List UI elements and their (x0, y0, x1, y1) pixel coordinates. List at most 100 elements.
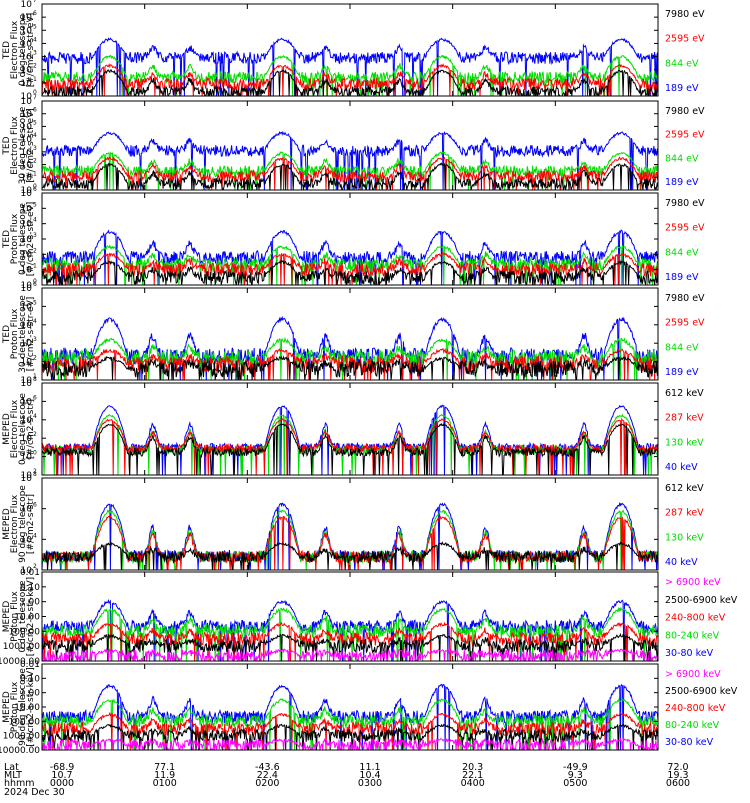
series-line-130-kev (42, 413, 658, 475)
y-tick-exponent: 3 (33, 336, 37, 343)
y-tick-label: 100.00 (9, 627, 41, 637)
legend-entry: 612 keV (665, 388, 704, 399)
x-tick-label-mlt: 19.3 (667, 770, 688, 781)
y-tick-exponent: 5 (33, 201, 37, 208)
y-tick-exponent: 2 (33, 563, 37, 570)
y-axis-label: MEPED (2, 508, 12, 540)
y-tick-label: 10 (21, 235, 33, 245)
y-tick-label: 10 (21, 250, 33, 260)
y-tick-label: 10 (21, 122, 33, 132)
y-tick-exponent: 3 (33, 232, 37, 239)
series-line-80-240-kev (42, 606, 658, 661)
y-tick-label: 0.01 (20, 568, 40, 578)
y-axis-label: MEPED (2, 413, 12, 445)
series-line-844-ev (42, 243, 658, 285)
y-axis-label: [#/cm2-s-str-keV] (26, 667, 36, 746)
legend-entry: 844 eV (665, 247, 699, 258)
y-tick-label: 10 (21, 416, 33, 426)
y-axis-label: [#/cm2-s-str] (26, 399, 36, 459)
x-tick-label-lat: 11.1 (359, 762, 380, 773)
y-axis-label: 0 deg telescope (18, 393, 28, 465)
panel-4-traces (42, 315, 658, 380)
y-axis-label: 30 deg telescope (18, 295, 28, 373)
y-axis-label: [#/cm2-s-str-eV] (26, 108, 36, 183)
y-tick-label: 10 (21, 397, 33, 407)
legend-entry: 844 eV (665, 342, 699, 353)
y-tick-label: 1000.00 (3, 732, 40, 742)
y-tick-exponent: 6 (33, 394, 37, 401)
y-axis-label: Proton Flux (10, 213, 20, 264)
y-tick-label: 10000.00 (0, 746, 40, 756)
legend-entry: 287 keV (665, 413, 704, 424)
y-axis-label: TED (2, 230, 12, 249)
legend-entry: 612 keV (665, 483, 704, 494)
x-tick-label-lat: -68.9 (50, 762, 75, 773)
y-axis-label: Electron Flux (10, 116, 20, 175)
y-tick-label: 10 (21, 339, 33, 349)
y-axis-label: [#/cm2-s-str-eV] (26, 297, 36, 372)
y-tick-exponent: 2 (33, 247, 37, 254)
x-tick-label-hhmm: 0300 (358, 778, 382, 789)
y-tick-label: 10 (21, 566, 33, 576)
y-axis-label: Electron Flux (10, 20, 20, 79)
y-tick-exponent: 0 (33, 450, 37, 457)
x-tick-label-hhmm: 0600 (666, 778, 690, 789)
legend-entry: 30-80 keV (665, 648, 714, 659)
y-tick-label: 0.10 (20, 674, 40, 684)
legend-entry: 40 keV (665, 462, 698, 473)
y-tick-label: 10 (21, 204, 33, 214)
y-tick-label: 10 (21, 97, 33, 107)
series-line-189-ev (42, 229, 658, 285)
y-tick-exponent: 7 (33, 94, 37, 101)
legend-entry: 7980 eV (665, 198, 705, 209)
y-tick-exponent: 2 (33, 468, 37, 475)
legend-entry: 189 eV (665, 177, 699, 188)
y-axis-label: 0 deg telescope (18, 203, 28, 275)
y-tick-exponent: 7 (33, 0, 37, 4)
y-tick-label: 10 (21, 535, 33, 545)
y-axis-label: MEPED (2, 601, 12, 633)
panel-8: 10000.00 1000.00 100.00 10.00 1.00 0.10 0.01 ME… (0, 660, 738, 756)
series-line-189-ev (42, 130, 658, 190)
series-line-80-240-kev (42, 697, 658, 750)
x-tick-label-hhmm: 0100 (153, 778, 177, 789)
legend-entry: 80-240 keV (665, 720, 720, 731)
y-tick-label: 10 (21, 284, 33, 294)
y-tick-exponent: 6 (33, 281, 37, 288)
legend-entry: 189 eV (665, 367, 699, 378)
y-tick-label: 10000.00 (0, 657, 40, 667)
x-tick-label-mlt: 10.4 (359, 770, 380, 781)
y-axis-label: 0 deg telescope (18, 14, 28, 86)
y-tick-label: 10 (21, 92, 33, 102)
x-tick-label-hhmm: 0200 (255, 778, 279, 789)
y-tick-label: 10 (21, 505, 33, 515)
legend-entry: > 6900 keV (665, 577, 721, 588)
y-tick-label: 0.10 (20, 583, 40, 593)
y-tick-exponent: 1 (33, 76, 37, 83)
y-tick-exponent: 5 (33, 119, 37, 126)
y-axis-label: TED (2, 41, 12, 60)
panel-7: 10000.00 1000.00 100.00 10.00 1.00 0.10 0.01 ME… (0, 568, 738, 667)
y-tick-label: 10 (21, 26, 33, 36)
y-tick-label: 10 (21, 471, 33, 481)
y-tick-label: 10 (21, 266, 33, 276)
y-tick-exponent: 1 (33, 170, 37, 177)
y-tick-exponent: 0 (33, 89, 37, 96)
y-tick-exponent: 0 (33, 183, 37, 190)
y-tick-label: 10 (21, 79, 33, 89)
legend-entry: 7980 eV (665, 293, 705, 304)
y-tick-exponent: 4 (33, 413, 37, 420)
x-tick-label-lat: -49.9 (563, 762, 588, 773)
y-tick-label: 10 (21, 321, 33, 331)
legend-entry: 7980 eV (665, 106, 705, 117)
y-tick-exponent: 0 (33, 278, 37, 285)
series-line--6900-kev (42, 737, 658, 750)
y-axis-label: Proton Flux (10, 591, 20, 642)
y-axis-label: 90 deg telescope (18, 485, 28, 563)
y-tick-exponent: 4 (33, 318, 37, 325)
series-line-7980-ev (42, 355, 658, 380)
